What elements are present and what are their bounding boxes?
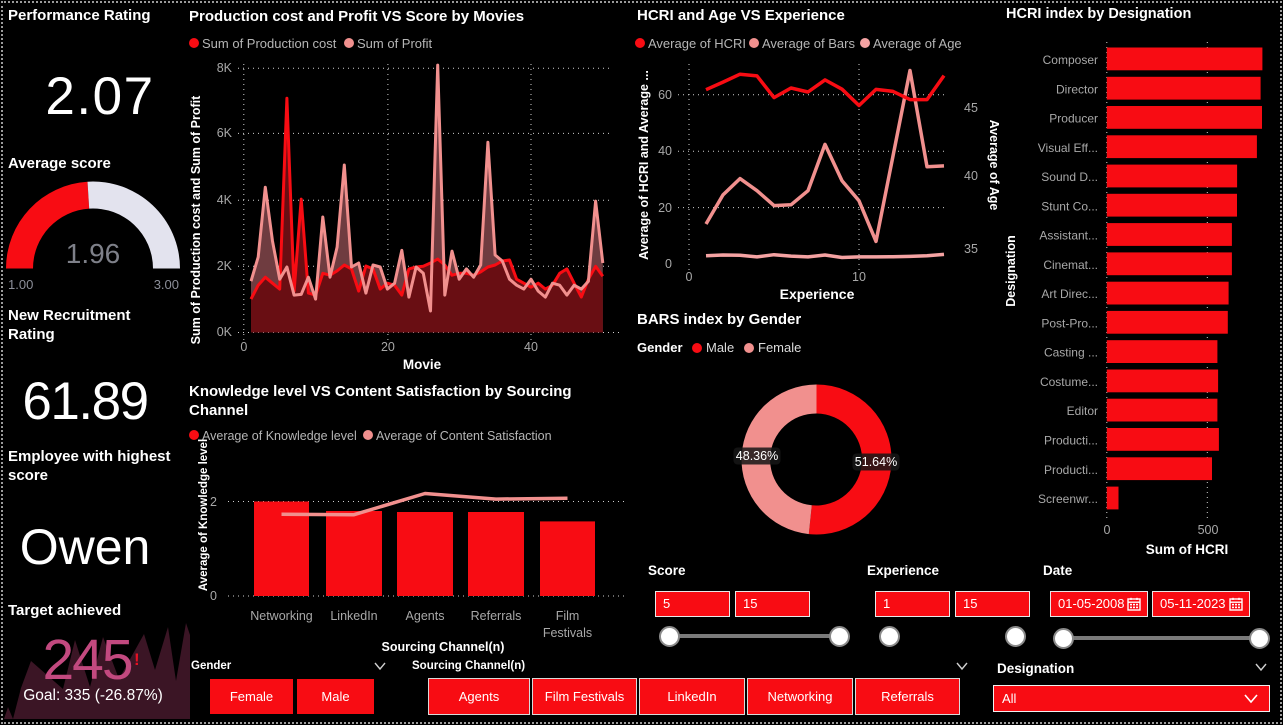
svg-text:48.36%: 48.36% [736, 449, 778, 463]
svg-text:Average of Knowledge level: Average of Knowledge level [202, 429, 357, 443]
svg-text:Sum of Production cost: Sum of Production cost [202, 36, 337, 51]
svg-text:0: 0 [665, 257, 672, 271]
svg-text:Average of Content Satisfactio: Average of Content Satisfaction [376, 429, 552, 443]
svg-text:Average of Age: Average of Age [987, 120, 1001, 211]
svg-text:Average of Age: Average of Age [873, 36, 962, 51]
svg-text:60: 60 [658, 88, 672, 102]
svg-text:Assistant...: Assistant... [1039, 229, 1098, 243]
svg-text:20: 20 [381, 340, 395, 354]
svg-text:1.00: 1.00 [8, 277, 33, 292]
svg-text:40: 40 [658, 144, 672, 158]
svg-text:500: 500 [1198, 523, 1219, 537]
svg-text:Film: Film [556, 609, 580, 623]
svg-text:Producti...: Producti... [1044, 463, 1098, 477]
svg-text:Networking: Networking [250, 609, 313, 623]
svg-text:Experience: Experience [780, 286, 855, 302]
svg-text:2K: 2K [217, 259, 233, 273]
svg-text:0: 0 [210, 589, 217, 603]
svg-text:Designation: Designation [1004, 235, 1018, 307]
svg-text:8K: 8K [217, 61, 233, 75]
svg-text:Director: Director [1056, 82, 1098, 96]
svg-text:Stunt Co...: Stunt Co... [1041, 199, 1098, 213]
svg-text:2: 2 [210, 495, 217, 509]
svg-text:Producti...: Producti... [1044, 434, 1098, 448]
svg-text:Average of Knowledge level: Average of Knowledge level [198, 439, 210, 591]
svg-text:Male: Male [706, 340, 734, 355]
svg-text:Sum of HCRI: Sum of HCRI [1146, 542, 1229, 557]
svg-text:40: 40 [964, 169, 978, 183]
svg-text:Post-Pro...: Post-Pro... [1041, 316, 1098, 330]
svg-text:4K: 4K [217, 193, 233, 207]
svg-text:20: 20 [658, 201, 672, 215]
svg-text:Screenwr...: Screenwr... [1038, 492, 1098, 506]
svg-text:Movie: Movie [403, 357, 442, 372]
svg-text:Costume...: Costume... [1040, 375, 1098, 389]
svg-text:LinkedIn: LinkedIn [330, 609, 377, 623]
svg-text:1.96: 1.96 [66, 238, 121, 269]
svg-text:0: 0 [240, 340, 247, 354]
svg-text:0K: 0K [217, 325, 233, 339]
svg-text:0: 0 [1104, 523, 1111, 537]
svg-text:Average of HCRI: Average of HCRI [648, 36, 746, 51]
svg-text:51.64%: 51.64% [855, 455, 897, 469]
svg-text:45: 45 [964, 101, 978, 115]
svg-text:Average of HCRI and Average ..: Average of HCRI and Average ... [637, 70, 651, 260]
svg-text:40: 40 [524, 340, 538, 354]
svg-text:Composer: Composer [1043, 53, 1098, 67]
svg-text:Female: Female [758, 340, 801, 355]
svg-text:Referrals: Referrals [471, 609, 522, 623]
svg-text:10: 10 [852, 270, 866, 284]
svg-text:Visual Eff...: Visual Eff... [1038, 141, 1098, 155]
svg-text:35: 35 [964, 242, 978, 256]
svg-text:Sum of Production cost and Sum: Sum of Production cost and Sum of Profit [189, 95, 203, 344]
svg-text:Sum of Profit: Sum of Profit [357, 36, 433, 51]
svg-text:Cinemat...: Cinemat... [1043, 258, 1098, 272]
svg-text:Gender: Gender [637, 340, 683, 355]
svg-text:6K: 6K [217, 126, 233, 140]
svg-text:Festivals: Festivals [543, 626, 592, 640]
svg-text:Casting ...: Casting ... [1044, 346, 1098, 360]
svg-text:3.00: 3.00 [154, 277, 179, 292]
svg-text:Sourcing Channel(n): Sourcing Channel(n) [382, 640, 505, 654]
svg-text:Sound D...: Sound D... [1041, 170, 1098, 184]
svg-text:Editor: Editor [1067, 404, 1098, 418]
svg-text:Art Direc...: Art Direc... [1041, 287, 1098, 301]
svg-text:Agents: Agents [406, 609, 445, 623]
svg-text:Average of Bars: Average of Bars [762, 36, 855, 51]
svg-text:0: 0 [686, 270, 693, 284]
svg-text:Producer: Producer [1049, 112, 1098, 126]
